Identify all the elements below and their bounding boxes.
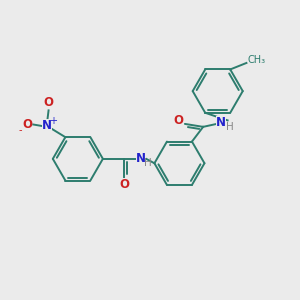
Text: +: +: [49, 116, 57, 126]
Text: O: O: [22, 118, 32, 131]
Text: N: N: [42, 119, 52, 133]
Text: O: O: [173, 115, 183, 128]
Text: CH₃: CH₃: [248, 55, 266, 65]
Text: N: N: [215, 116, 226, 129]
Text: O: O: [44, 96, 54, 109]
Text: H: H: [144, 158, 152, 168]
Text: H: H: [226, 122, 234, 132]
Text: O: O: [119, 178, 129, 191]
Text: -: -: [19, 125, 22, 135]
Text: N: N: [136, 152, 146, 165]
